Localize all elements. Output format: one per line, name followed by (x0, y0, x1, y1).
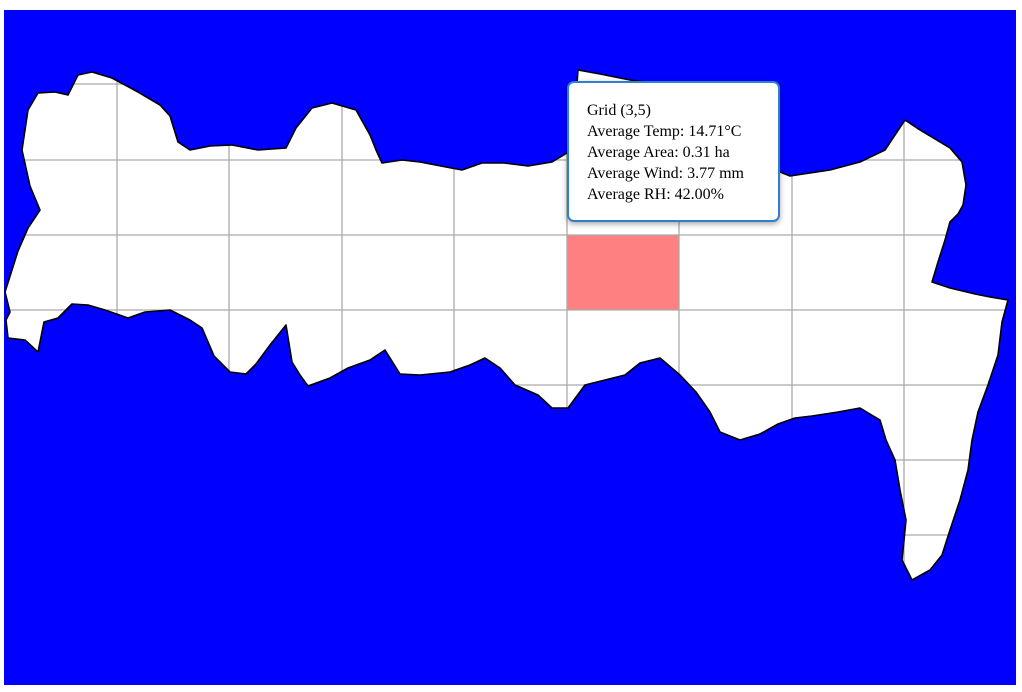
grid-cells[interactable] (567, 235, 679, 310)
coastline (4, 69, 1009, 581)
selected-grid-cell[interactable] (567, 235, 679, 310)
tooltip-average-wind: Average Wind: 3.77 mm (587, 165, 744, 182)
map-canvas[interactable] (4, 10, 1016, 685)
tooltip-average-area: Average Area: 0.31 ha (587, 144, 730, 161)
tooltip-grid-id: Grid (3,5) (587, 102, 651, 119)
map-view[interactable] (4, 10, 1016, 685)
tooltip-average-temp: Average Temp: 14.71°C (587, 123, 742, 140)
tooltip-average-rh: Average RH: 42.00% (587, 186, 724, 203)
grid-info-tooltip: Grid (3,5) Average Temp: 14.71°C Average… (567, 81, 780, 222)
